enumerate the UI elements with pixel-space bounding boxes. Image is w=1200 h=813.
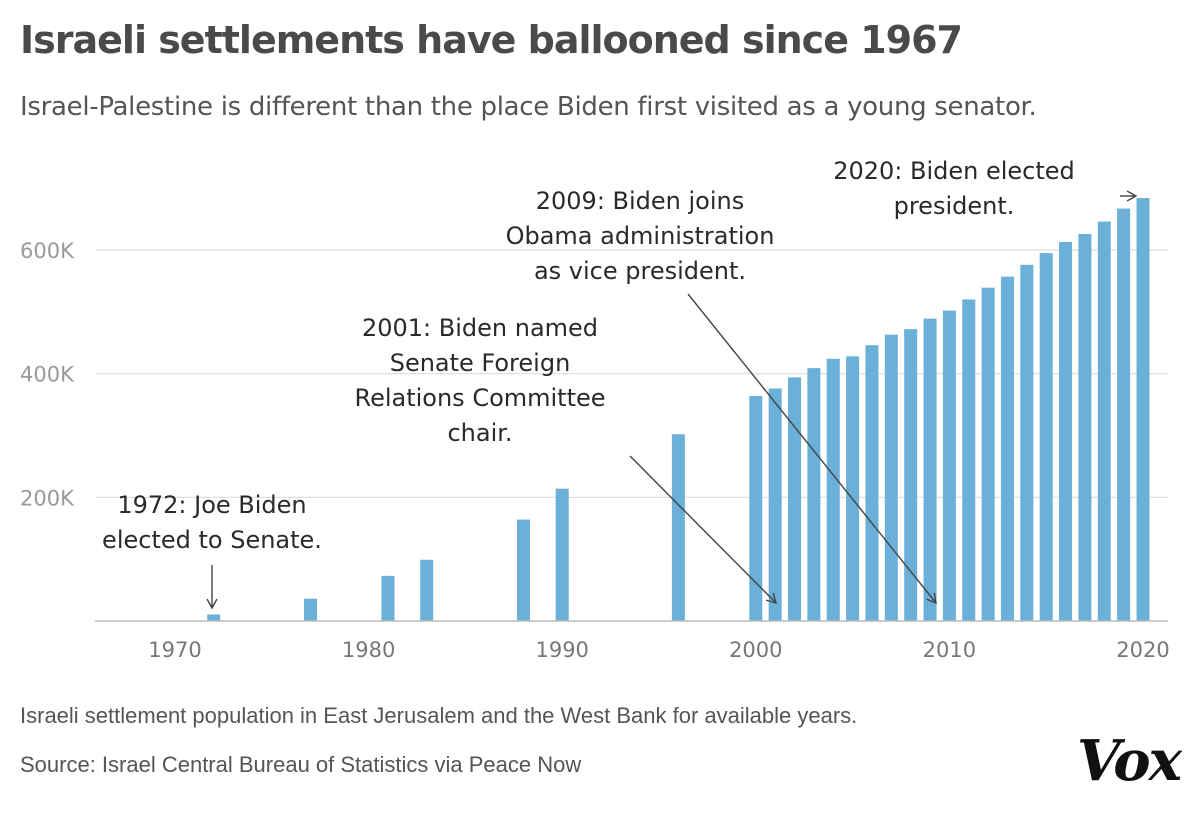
annotation-text: president. bbox=[894, 192, 1015, 220]
bar-2006 bbox=[865, 345, 879, 621]
bar-1990 bbox=[555, 488, 569, 621]
chart-note: Israeli settlement population in East Je… bbox=[20, 703, 858, 728]
annotation-text: 2009: Biden joins bbox=[536, 187, 745, 215]
x-tick-label: 2000 bbox=[729, 638, 782, 662]
bar-1981 bbox=[381, 575, 395, 621]
annotation-arrow bbox=[687, 293, 937, 605]
bar-2018 bbox=[1097, 221, 1111, 621]
annotation-text: 1972: Joe Biden bbox=[117, 491, 306, 519]
x-tick-label: 1970 bbox=[148, 638, 201, 662]
bar-2008 bbox=[904, 329, 918, 621]
annotation-text: as vice president. bbox=[534, 257, 746, 285]
vox-logo: Vox bbox=[1076, 728, 1182, 794]
bar-2010 bbox=[942, 310, 956, 621]
annotation-text: chair. bbox=[447, 419, 512, 447]
annotation-2009: 2009: Biden joins Obama administration as … bbox=[506, 187, 937, 605]
bar-2002 bbox=[788, 377, 802, 621]
chart-title: Israeli settlements have ballooned since… bbox=[20, 18, 963, 62]
y-tick-label: 400K bbox=[20, 363, 75, 387]
bar-2019 bbox=[1117, 208, 1131, 622]
bar-2013 bbox=[1000, 276, 1014, 621]
chart-source: Source: Israel Central Bureau of Statist… bbox=[20, 752, 582, 777]
bar-2020 bbox=[1136, 198, 1150, 621]
bar-2016 bbox=[1059, 241, 1073, 621]
bar-1977 bbox=[304, 598, 318, 621]
x-tick-label: 1990 bbox=[535, 638, 588, 662]
annotation-2001: 2001: Biden named Senate Foreign Relations… bbox=[354, 314, 778, 605]
annotation-layer: 1972: Joe Biden elected to Senate. 2001: B… bbox=[102, 157, 1138, 610]
y-tick-label: 200K bbox=[20, 486, 75, 510]
bar-2009 bbox=[923, 318, 937, 621]
bar-1983 bbox=[420, 559, 434, 621]
bar-2005 bbox=[846, 356, 860, 621]
bar-2003 bbox=[807, 368, 821, 621]
x-tick-label: 1980 bbox=[342, 638, 395, 662]
bar-2014 bbox=[1020, 264, 1034, 621]
annotation-text: Relations Committee bbox=[354, 384, 605, 412]
bar-2015 bbox=[1039, 253, 1053, 621]
x-tick-label: 2020 bbox=[1116, 638, 1169, 662]
bar-2004 bbox=[826, 358, 840, 621]
annotation-arrow bbox=[629, 455, 778, 605]
tick-layer: 200K 400K 600K 1970 1980 1990 2000 2010 2020 bbox=[20, 239, 1170, 662]
annotation-text: Obama administration bbox=[506, 222, 775, 250]
bar-1988 bbox=[516, 519, 530, 621]
annotation-text: 2001: Biden named bbox=[362, 314, 598, 342]
annotation-2020: 2020: Biden elected president. bbox=[833, 157, 1138, 220]
bar-2007 bbox=[884, 334, 898, 621]
bar-2001 bbox=[768, 388, 782, 621]
bar-2012 bbox=[981, 287, 995, 621]
chart-subtitle: Israel-Palestine is different than the p… bbox=[20, 92, 1037, 122]
bar-2011 bbox=[962, 299, 976, 621]
y-tick-label: 600K bbox=[20, 239, 75, 263]
bar-2017 bbox=[1078, 233, 1092, 621]
x-tick-label: 2010 bbox=[923, 638, 976, 662]
annotation-text: Senate Foreign bbox=[390, 349, 571, 377]
bar-1996 bbox=[671, 434, 685, 621]
annotation-1972: 1972: Joe Biden elected to Senate. bbox=[102, 491, 322, 610]
bar-2000 bbox=[749, 395, 763, 621]
bar-chart: 200K 400K 600K 1970 1980 1990 2000 2010 2020 197… bbox=[20, 157, 1170, 662]
bar-1972 bbox=[207, 614, 221, 621]
annotation-text: elected to Senate. bbox=[102, 526, 322, 554]
annotation-text: 2020: Biden elected bbox=[833, 157, 1075, 185]
bar-layer bbox=[207, 198, 1150, 622]
